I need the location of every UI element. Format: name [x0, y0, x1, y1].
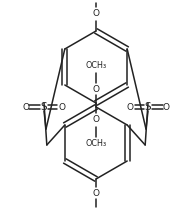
Text: O: O: [93, 115, 99, 124]
Text: S: S: [41, 102, 47, 112]
Text: O: O: [93, 84, 99, 94]
Text: O: O: [22, 103, 30, 112]
Text: O: O: [59, 103, 65, 112]
Text: O: O: [162, 103, 170, 112]
Text: O: O: [127, 103, 133, 112]
Text: S: S: [145, 102, 151, 112]
Text: O: O: [93, 9, 99, 18]
Text: OCH₃: OCH₃: [85, 140, 107, 149]
Text: O: O: [93, 189, 99, 198]
Text: OCH₃: OCH₃: [85, 61, 107, 71]
